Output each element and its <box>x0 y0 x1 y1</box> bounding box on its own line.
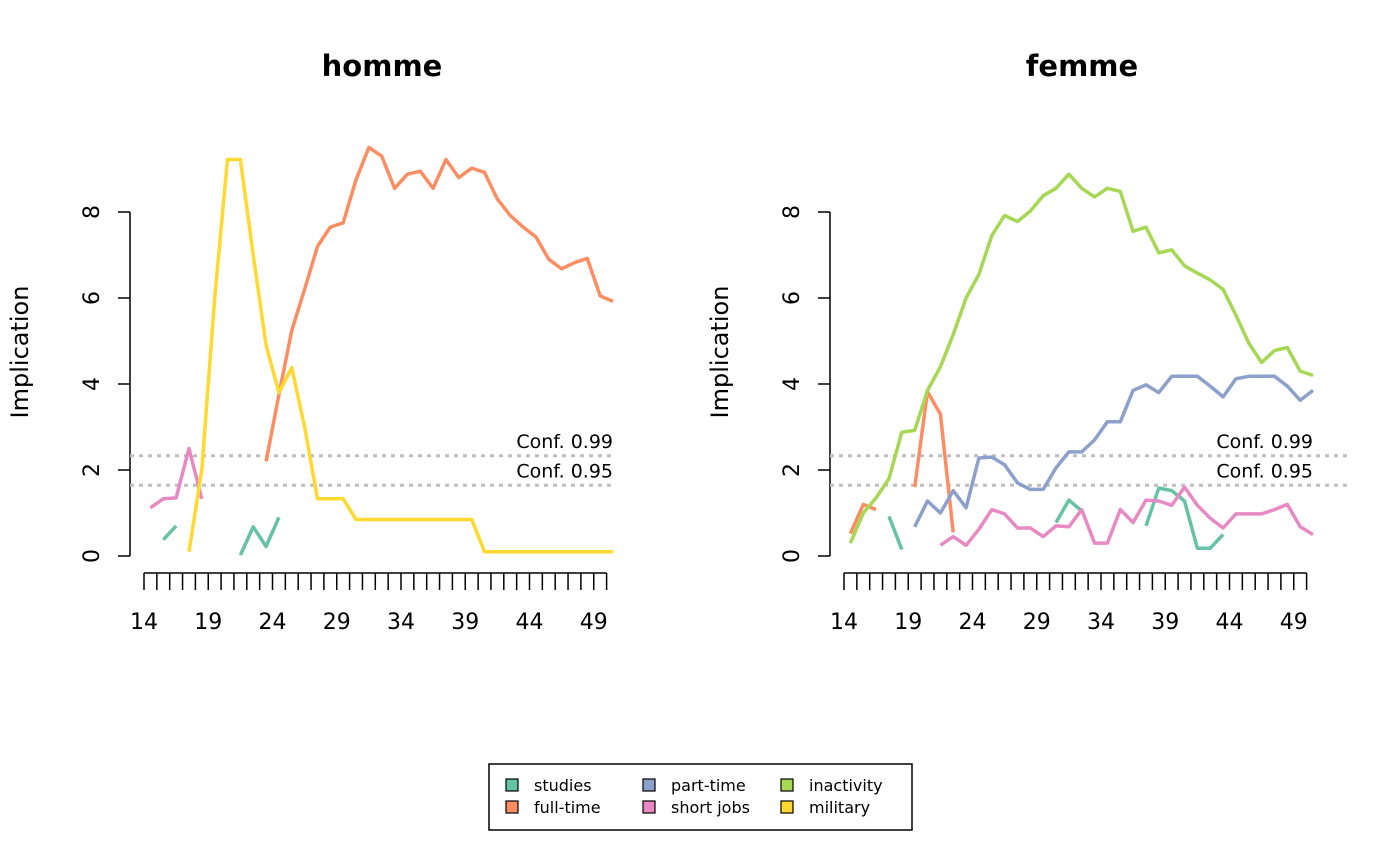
x-tick-label: 34 <box>387 610 415 635</box>
series-line-studies <box>162 524 178 541</box>
x-tick-label: 44 <box>1216 610 1244 635</box>
series-line-studies <box>1054 498 1083 524</box>
chart-title: homme <box>322 49 443 83</box>
legend-label: part-time <box>671 776 746 795</box>
y-tick-label: 6 <box>80 291 105 305</box>
confidence-label: Conf. 0.99 <box>516 431 613 453</box>
legend-swatch <box>505 778 519 792</box>
y-tick-label: 2 <box>780 463 805 477</box>
y-tick-label: 0 <box>80 549 105 563</box>
x-tick-label: 49 <box>580 610 608 635</box>
x-tick-label: 14 <box>830 610 858 635</box>
y-tick-label: 8 <box>780 205 805 219</box>
legend-swatch <box>642 800 656 814</box>
x-tick-label: 24 <box>259 610 287 635</box>
x-tick-label: 19 <box>194 610 222 635</box>
legend-label: studies <box>534 776 592 795</box>
y-tick-label: 4 <box>780 377 805 391</box>
x-tick-label: 49 <box>1280 610 1308 635</box>
confidence-label: Conf. 0.95 <box>1216 460 1313 482</box>
legend-swatch <box>505 800 519 814</box>
x-tick-label: 39 <box>451 610 479 635</box>
chart-title: femme <box>1026 49 1138 83</box>
x-tick-label: 29 <box>323 610 351 635</box>
series-line-studies <box>887 515 904 551</box>
legend-label: military <box>809 798 870 817</box>
y-axis-label: Implication <box>6 286 34 419</box>
x-tick-label: 29 <box>1023 610 1051 635</box>
series-line-short-jobs <box>149 446 204 510</box>
x-tick-label: 24 <box>959 610 987 635</box>
confidence-label: Conf. 0.99 <box>1216 431 1313 453</box>
legend-label: short jobs <box>671 798 750 817</box>
x-tick-label: 44 <box>516 610 544 635</box>
legend-label: full-time <box>534 798 601 817</box>
confidence-label: Conf. 0.95 <box>516 460 613 482</box>
y-tick-label: 0 <box>780 549 805 563</box>
legend-swatch <box>780 778 794 792</box>
y-tick-label: 2 <box>80 463 105 477</box>
series-line-part-time <box>913 374 1315 528</box>
series-line-studies <box>1144 486 1225 551</box>
legend-label: inactivity <box>809 776 883 795</box>
series-line-short-jobs <box>939 485 1314 548</box>
y-axis-label: Implication <box>706 286 734 419</box>
y-tick-label: 8 <box>80 205 105 219</box>
x-tick-label: 19 <box>894 610 922 635</box>
x-tick-label: 14 <box>130 610 158 635</box>
series-line-full-time <box>912 389 955 533</box>
y-tick-label: 6 <box>780 291 805 305</box>
series-line-inactivity <box>848 172 1314 544</box>
series-line-military <box>187 157 613 554</box>
series-line-full-time <box>264 145 614 462</box>
legend: studies full-time part-time short jobs inact… <box>488 763 913 831</box>
series-line-full-time <box>848 502 877 535</box>
legend-swatch <box>642 778 656 792</box>
legend-box <box>488 763 913 831</box>
legend-swatch <box>780 800 794 814</box>
x-tick-label: 34 <box>1087 610 1115 635</box>
y-tick-label: 4 <box>80 377 105 391</box>
x-tick-label: 39 <box>1151 610 1179 635</box>
series-line-studies <box>238 516 281 556</box>
